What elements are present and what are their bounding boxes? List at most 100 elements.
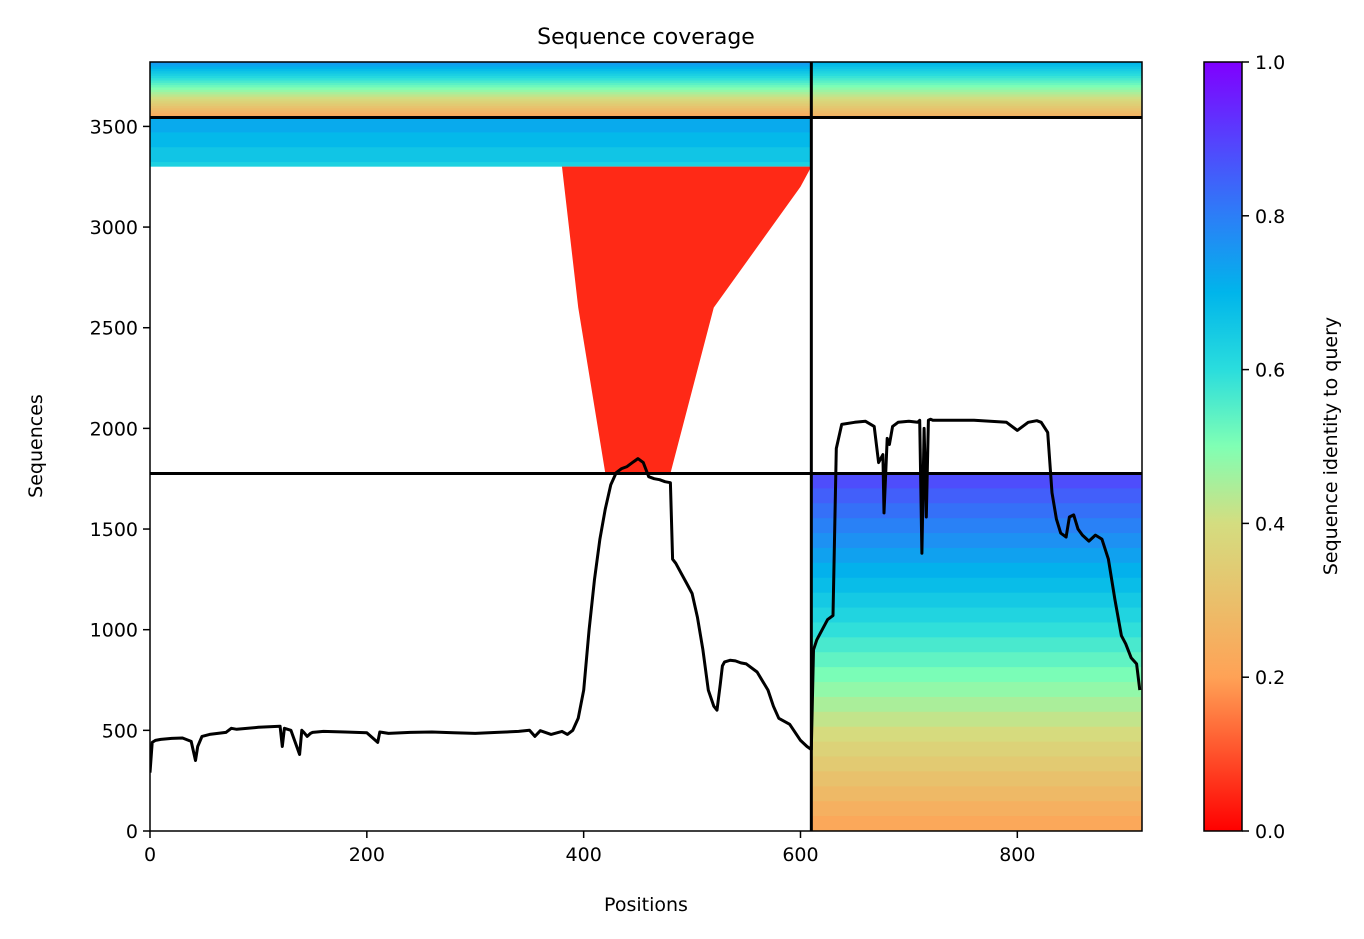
coverage-band-chain-B-paired [811,75,1142,79]
chart-title: Sequence coverage [537,25,755,50]
coverage-band-chain-A-paired [150,110,812,114]
coverage-band-chain-B-unpaired [811,622,1142,638]
coverage-band-chain-B-unpaired [811,726,1142,743]
coverage-band-chain-B-unpaired [811,682,1142,698]
colorbar-tick-label: 1.0 [1255,52,1285,74]
colorbar-label: Sequence identity to query [1320,317,1342,575]
coverage-band-chain-A-paired [150,80,812,84]
colorbar-tick-label: 0.6 [1255,360,1285,382]
y-tick-label: 500 [102,720,138,742]
plot-frame [149,61,1143,832]
coverage-band-chain-B-paired [811,94,1142,98]
coverage-band-chain-A-paired [150,71,812,75]
x-tick-label: 800 [999,844,1035,866]
coverage-band-chain-B-paired [811,103,1142,107]
coverage-band-chain-B-paired [811,62,1142,65]
coverage-band-chain-B-unpaired [811,547,1142,564]
coverage-band-chain-B-paired [811,66,1142,70]
coverage-line-layer [150,417,1142,773]
coverage-band-chain-A-paired [150,78,812,82]
coverage-band-chain-B-unpaired [811,786,1142,802]
y-tick-label: 1000 [90,620,138,642]
coverage-band-chain-A-paired [150,85,812,89]
coverage-gap-region-a [150,473,812,831]
coverage-band-chain-B-unpaired [811,711,1142,728]
colorbar-tick-label: 0.8 [1255,206,1285,228]
y-tick-label: 2500 [90,318,138,340]
x-axis-label: Positions [604,894,688,916]
coverage-band-chain-B-unpaired [811,518,1142,534]
y-axis-label: Sequences [25,394,47,498]
coverage-band-chain-B-unpaired [811,577,1142,594]
coverage-band-chain-A-paired [150,108,812,112]
x-axis: 0 200 400 600 800 [144,831,1035,866]
colorbar [1203,61,1243,832]
coverage-band-chain-B-paired [811,96,1142,100]
y-tick-label: 2000 [90,418,138,440]
coverage-band-chain-B-paired [811,89,1142,93]
coverage-band-chain-B-unpaired [811,562,1142,579]
coverage-band-chain-B-unpaired [811,503,1142,519]
coverage-band-chain-A-paired [150,89,812,93]
coverage-band-chain-A-paired [150,105,812,109]
coverage-band-chain-B-paired [811,87,1142,91]
coverage-band-chain-B-paired [811,73,1142,77]
coverage-band-chain-B-unpaired [811,801,1142,817]
x-tick-label: 400 [566,844,602,866]
coverage-band-chain-B-unpaired [811,667,1142,683]
y-tick-label: 3500 [90,116,138,138]
coverage-line [150,417,1142,773]
coverage-band-chain-A-unpaired [150,132,812,148]
coverage-band-chain-A-paired [150,62,812,65]
y-tick-label: 1500 [90,519,138,541]
colorbar-tick-label: 0.0 [1255,821,1285,843]
coverage-band-chain-A-paired [150,96,812,100]
colorbar-tick-label: 0.4 [1255,513,1285,535]
coverage-band-chain-B-paired [811,108,1142,112]
coverage-band-chain-B-paired [811,101,1142,105]
coverage-band-chain-B-paired [811,78,1142,82]
coverage-band-chain-B-unpaired [811,473,1142,489]
coverage-band-chain-B-unpaired [811,592,1142,609]
coverage-band-chain-B-unpaired [811,533,1142,549]
coverage-band-chain-B-unpaired [811,696,1142,713]
coverage-band-chain-B-paired [811,112,1142,116]
coverage-band-chain-B-unpaired [811,488,1142,504]
coverage-band-chain-B-unpaired [811,771,1142,787]
coverage-band-chain-A-paired [150,75,812,79]
coverage-band-chain-A-paired [150,68,812,72]
coverage-band-chain-A-paired [150,99,812,102]
coverage-band-chain-B-paired [811,85,1142,89]
coverage-band-chain-A-paired [150,64,812,68]
y-tick-label: 0 [126,821,138,843]
coverage-band-chain-B-paired [811,64,1142,68]
coverage-band-chain-B-unpaired [811,637,1142,653]
coverage-band-chain-A-paired [150,82,812,86]
x-tick-label: 200 [349,844,385,866]
x-tick-label: 600 [782,844,818,866]
coverage-band-chain-B-paired [811,80,1142,84]
coverage-band-chain-A-paired [150,92,812,96]
coverage-band-chain-A-paired [150,87,812,91]
coverage-band-chain-A-paired [150,101,812,105]
heatmap-layer [150,62,1142,831]
coverage-band-chain-B-paired [811,105,1142,109]
coverage-band-chain-B-unpaired [811,607,1142,624]
coverage-band-chain-B-paired [811,92,1142,96]
coverage-band-chain-B-unpaired [811,816,1142,831]
colorbar-ticks: 0.0 0.2 0.4 0.6 0.8 1.0 [1242,52,1285,843]
coverage-band-chain-A-unpaired [150,147,812,163]
coverage-band-chain-A-paired [150,66,812,70]
coverage-band-chain-B-paired [811,99,1142,102]
coverage-band-chain-B-unpaired [811,756,1142,773]
coverage-band-chain-B-unpaired [811,741,1142,758]
coverage-band-chain-B-paired [811,68,1142,72]
coverage-band-chain-A-unpaired [150,117,812,133]
coverage-band-chain-B-paired [811,110,1142,114]
coverage-cone-region [561,166,812,474]
coverage-band-chain-A-paired [150,103,812,107]
coverage-band-chain-B-paired [811,82,1142,86]
y-axis: 0 500 1000 1500 2000 2500 3000 3500 [90,116,150,843]
x-tick-label: 0 [144,844,156,866]
